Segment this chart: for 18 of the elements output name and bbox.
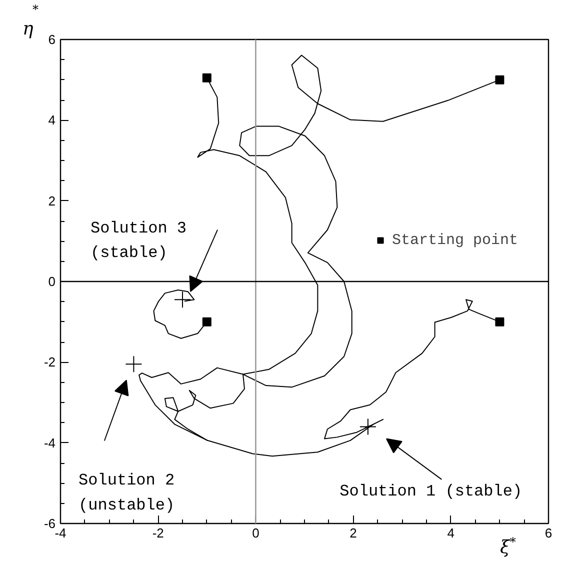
y-tick-label: -6 xyxy=(44,516,56,531)
annotation: Solution 1 (stable) xyxy=(340,482,522,500)
y-tick-label: 6 xyxy=(48,32,56,47)
x-tick-label: -2 xyxy=(152,526,164,540)
x-tick-label: 6 xyxy=(544,526,552,540)
y-tick-label: 2 xyxy=(48,193,56,208)
legend-label: Starting point xyxy=(392,232,518,248)
x-tick-label: 2 xyxy=(350,526,357,540)
y-tick-label: 0 xyxy=(48,274,56,289)
y-tick-label: 4 xyxy=(48,112,56,128)
y-tick-label: -2 xyxy=(44,354,56,370)
x-tick-label: 4 xyxy=(447,526,455,540)
x-tick-label: 0 xyxy=(252,526,260,540)
x-axis-title: ξ$^{*}$ xyxy=(500,535,516,558)
annotation: Solution 3 (stable) xyxy=(90,219,187,262)
y-tick-label: -4 xyxy=(44,435,56,450)
y-axis-title: η* xyxy=(22,2,38,40)
annotation: Solution 2 (unstable) xyxy=(78,472,175,514)
